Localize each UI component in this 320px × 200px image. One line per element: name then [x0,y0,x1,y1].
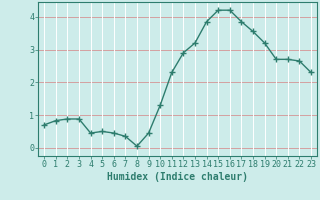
X-axis label: Humidex (Indice chaleur): Humidex (Indice chaleur) [107,172,248,182]
